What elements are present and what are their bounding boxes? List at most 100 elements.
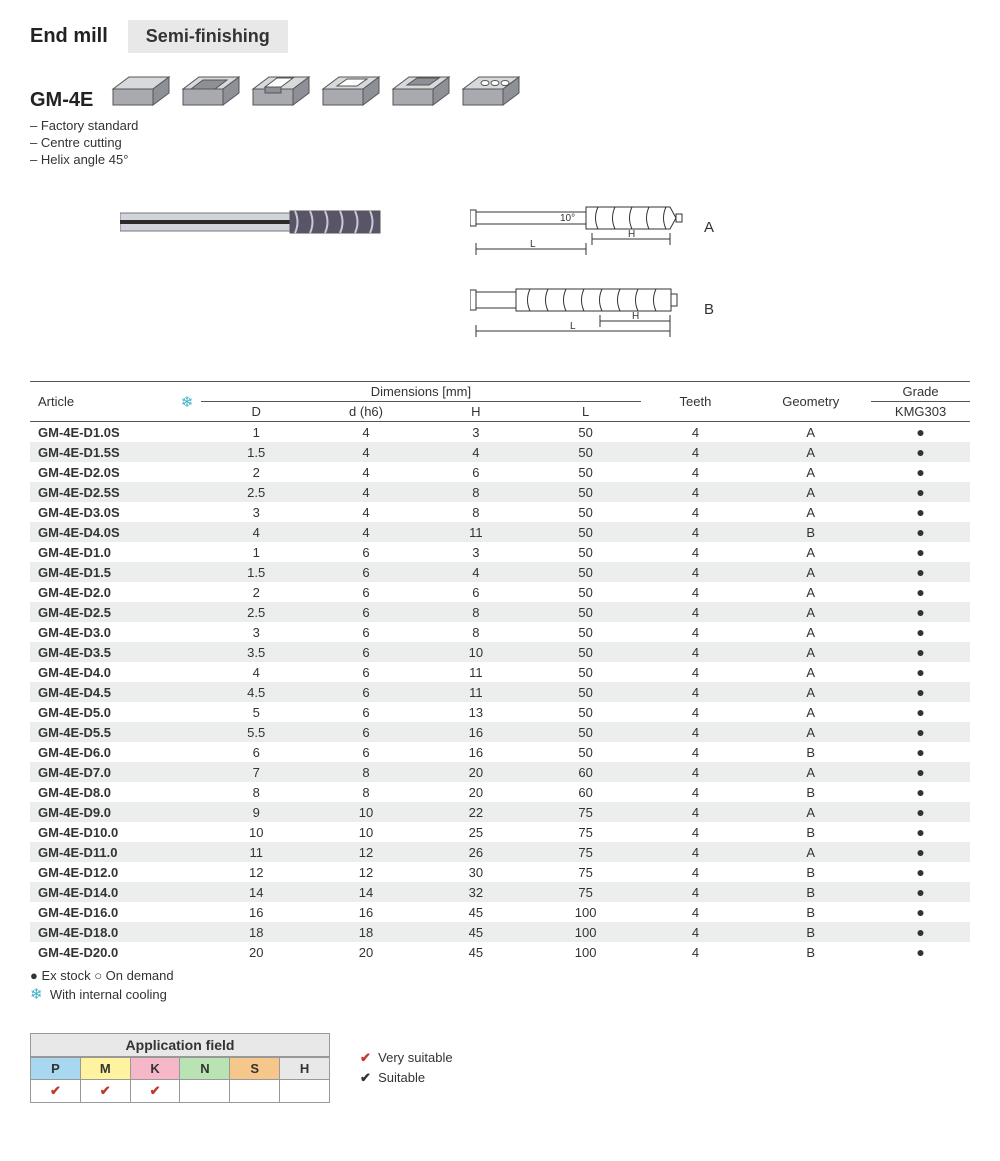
cell-H: 8 <box>421 482 531 502</box>
cell-article: GM-4E-D4.0S <box>30 522 173 542</box>
cell-teeth: 4 <box>641 862 751 882</box>
product-photo <box>30 197 410 250</box>
cell-teeth: 4 <box>641 762 751 782</box>
table-row: GM-4E-D11.0111226754A● <box>30 842 970 862</box>
cell-d: 6 <box>311 622 421 642</box>
cell-geo: B <box>750 902 871 922</box>
cell-cooling <box>173 722 202 742</box>
cell-H: 30 <box>421 862 531 882</box>
appfield-col-N: N <box>180 1058 230 1080</box>
cell-L: 50 <box>531 442 641 462</box>
cell-cooling <box>173 762 202 782</box>
data-table: Article ❄ Dimensions [mm] Teeth Geometry… <box>30 381 970 962</box>
cell-article: GM-4E-D2.0 <box>30 582 173 602</box>
cell-d: 10 <box>311 802 421 822</box>
cell-cooling <box>173 622 202 642</box>
cell-article: GM-4E-D3.0 <box>30 622 173 642</box>
cell-geo: A <box>750 562 871 582</box>
cell-grade: ● <box>871 782 970 802</box>
cell-cooling <box>173 662 202 682</box>
cell-H: 11 <box>421 682 531 702</box>
cell-cooling <box>173 422 202 443</box>
cell-grade: ● <box>871 442 970 462</box>
cell-L: 100 <box>531 942 641 962</box>
very-suitable-label: Very suitable <box>378 1050 452 1065</box>
bullet-3: – Helix angle 45° <box>30 152 970 167</box>
cell-cooling <box>173 902 202 922</box>
cell-article: GM-4E-D1.5S <box>30 442 173 462</box>
cell-article: GM-4E-D3.5 <box>30 642 173 662</box>
cell-L: 100 <box>531 902 641 922</box>
drawing-b-icon: H L <box>470 279 690 339</box>
cell-H: 26 <box>421 842 531 862</box>
application-field-section: Application field PMKNSH ✔✔✔ ✔ Very suit… <box>30 1033 970 1103</box>
cell-D: 9 <box>201 802 311 822</box>
cell-teeth: 4 <box>641 682 751 702</box>
cell-teeth: 4 <box>641 702 751 722</box>
cell-geo: A <box>750 482 871 502</box>
cell-d: 6 <box>311 742 421 762</box>
appfield-title: Application field <box>30 1033 330 1057</box>
cell-D: 1.5 <box>201 562 311 582</box>
cell-teeth: 4 <box>641 562 751 582</box>
legend-cooling: ❄ With internal cooling <box>30 985 970 1003</box>
table-row: GM-4E-D1.0163504A● <box>30 542 970 562</box>
cell-teeth: 4 <box>641 482 751 502</box>
cell-D: 3.5 <box>201 642 311 662</box>
cell-geo: A <box>750 542 871 562</box>
cell-L: 50 <box>531 622 641 642</box>
cell-geo: A <box>750 502 871 522</box>
th-d: d (h6) <box>311 402 421 422</box>
cell-L: 50 <box>531 542 641 562</box>
cell-grade: ● <box>871 902 970 922</box>
table-row: GM-4E-D7.07820604A● <box>30 762 970 782</box>
cell-geo: B <box>750 742 871 762</box>
table-row: GM-4E-D3.0S348504A● <box>30 502 970 522</box>
cell-D: 12 <box>201 862 311 882</box>
cell-article: GM-4E-D3.0S <box>30 502 173 522</box>
suitability-legend: ✔ Very suitable ✔ Suitable <box>360 1046 453 1090</box>
cell-article: GM-4E-D1.5 <box>30 562 173 582</box>
appfield-col-S: S <box>230 1058 280 1080</box>
svg-text:H: H <box>628 229 635 240</box>
cell-D: 5 <box>201 702 311 722</box>
cell-d: 10 <box>311 822 421 842</box>
cell-teeth: 4 <box>641 842 751 862</box>
cell-grade: ● <box>871 462 970 482</box>
table-row: GM-4E-D8.08820604B● <box>30 782 970 802</box>
table-row: GM-4E-D5.05613504A● <box>30 702 970 722</box>
cell-d: 6 <box>311 642 421 662</box>
cell-cooling <box>173 782 202 802</box>
cell-L: 50 <box>531 682 641 702</box>
cell-D: 1 <box>201 542 311 562</box>
cell-cooling <box>173 642 202 662</box>
cell-H: 11 <box>421 522 531 542</box>
cell-grade: ● <box>871 922 970 942</box>
th-grade: KMG303 <box>871 402 970 422</box>
appfield-col-H: H <box>280 1058 330 1080</box>
table-row: GM-4E-D2.5S2.548504A● <box>30 482 970 502</box>
appfield-col-M: M <box>80 1058 130 1080</box>
cell-grade: ● <box>871 602 970 622</box>
cell-teeth: 4 <box>641 822 751 842</box>
cell-grade: ● <box>871 862 970 882</box>
table-row: GM-4E-D4.04611504A● <box>30 662 970 682</box>
cell-cooling <box>173 442 202 462</box>
cell-L: 75 <box>531 822 641 842</box>
cell-teeth: 4 <box>641 802 751 822</box>
cell-L: 75 <box>531 882 641 902</box>
cell-D: 16 <box>201 902 311 922</box>
cell-d: 6 <box>311 602 421 622</box>
cell-d: 8 <box>311 762 421 782</box>
cell-cooling <box>173 562 202 582</box>
cell-geo: A <box>750 842 871 862</box>
cell-teeth: 4 <box>641 462 751 482</box>
cell-L: 60 <box>531 762 641 782</box>
legend-stock: ● Ex stock ○ On demand <box>30 968 970 983</box>
cell-H: 13 <box>421 702 531 722</box>
cell-L: 75 <box>531 842 641 862</box>
th-dimensions: Dimensions [mm] <box>201 382 640 402</box>
cell-article: GM-4E-D18.0 <box>30 922 173 942</box>
table-row: GM-4E-D3.0368504A● <box>30 622 970 642</box>
table-row: GM-4E-D3.53.5610504A● <box>30 642 970 662</box>
